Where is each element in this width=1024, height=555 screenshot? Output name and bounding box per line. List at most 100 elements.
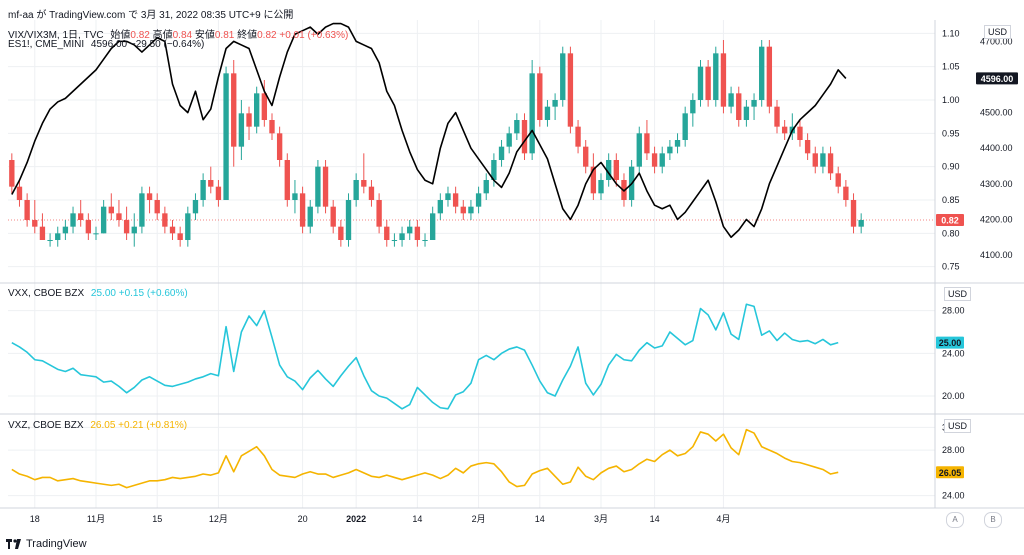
candle-body [850,200,857,227]
candle [361,153,367,194]
candle-body [307,206,313,227]
candle [422,233,428,247]
vxz-tick-label: 24.00 [942,491,965,501]
candle [583,140,589,174]
candle-body [338,226,344,240]
es-tick-label: 4500.00 [980,108,1013,118]
es-tick-label: 4400.00 [980,143,1013,153]
ratio-price-tag: 0.82 [936,214,964,226]
button-a[interactable]: A [946,512,964,528]
candle-body [736,93,742,120]
close-value: 0.82 [257,30,277,41]
candle-body [70,213,76,227]
vxz-value: 26.05 [90,420,116,431]
candle [123,206,130,240]
candle [345,193,352,247]
publisher-de: で [128,10,139,21]
es1-series-line [11,22,847,239]
usd-label-main[interactable]: USD [984,25,1012,39]
button-b[interactable]: B [984,512,1002,528]
candle [154,193,160,220]
candle [9,153,15,194]
vxz-symbol[interactable]: VXZ, CBOE BZX [8,420,84,431]
candle [24,193,30,227]
vxx-symbol[interactable]: VXX, CBOE BZX [8,288,85,299]
candle [437,193,444,220]
candle-body [32,220,38,227]
candle-body [368,186,375,200]
candle [299,186,306,234]
ratio-tick-label: 1.10 [942,28,960,38]
candle [215,180,222,207]
candle [797,120,803,147]
candle-body [858,220,864,227]
candle-body [154,200,160,214]
candle [246,106,252,140]
candle-body [804,140,811,154]
candle-body [605,160,612,180]
candle-body [231,73,237,147]
platform-name[interactable]: TradingView.com [49,10,126,21]
candle [682,106,688,147]
usd-label-vxz[interactable]: USD [944,419,972,433]
candle-body [177,233,183,240]
candle-body [445,193,451,200]
candle [537,66,543,127]
candle [850,193,857,234]
high-label: 高値 [152,30,173,41]
candle-body [384,226,390,240]
vxx-series-line [11,303,839,410]
candle-body [246,113,252,127]
candle [429,206,436,240]
vxx-tick-label: 20.00 [942,391,965,401]
candle [843,180,849,207]
publisher-name[interactable]: mf-aa [8,10,34,21]
candle-body [567,53,574,127]
candle-body [506,133,512,147]
candle-body [460,206,466,214]
candle [667,140,673,160]
candle [407,220,413,240]
ratio-tick-label: 0.80 [942,228,960,238]
candle-body [78,213,84,220]
x-tick-label: 3月 [594,514,608,524]
candle-body [514,120,520,134]
candle [376,193,382,234]
candle-body [452,193,459,207]
candle-body [491,160,497,180]
price-tags: 0.82 4596.00 25.00 26.05 [936,72,1018,479]
usd-label-vxx[interactable]: USD [944,287,972,301]
grid [8,20,935,508]
x-tick-label: 11月 [87,514,105,524]
main-symbol[interactable]: VIX/VIX3M, 1日, TVC [8,30,104,41]
candle-body [284,160,290,200]
candle-body [766,46,773,107]
candle [605,153,612,187]
publish-info: mf-aa が TradingView.com で 3月 31, 2022 08… [8,6,293,21]
candle-body [659,153,665,167]
x-tick-label: 18 [30,514,40,524]
candle [567,46,574,134]
vxz-price-tag-text: 26.05 [939,468,962,478]
candle-body [468,206,474,214]
candle [39,213,46,240]
candle [315,160,321,214]
candle [391,233,398,247]
candle [460,200,466,220]
ratio-tick-label: 0.90 [942,162,960,172]
candle-body [146,193,153,200]
publisher-ga: が [36,10,47,21]
publish-timestamp: 3月 31, 2022 08:35 UTC+9 [140,10,261,21]
candle [139,186,145,234]
candle-body [667,146,673,154]
x-tick-label: 15 [152,514,162,524]
candle [781,120,788,140]
low-label: 安値 [194,30,215,41]
candle-body [123,220,130,234]
candle [590,153,597,200]
candle-body [9,160,15,187]
es-symbol[interactable]: ES1!, CME_MINI [8,39,85,50]
candle [223,66,229,200]
footer-brand[interactable]: TradingView [26,538,87,550]
open-label: 始値 [110,30,131,41]
